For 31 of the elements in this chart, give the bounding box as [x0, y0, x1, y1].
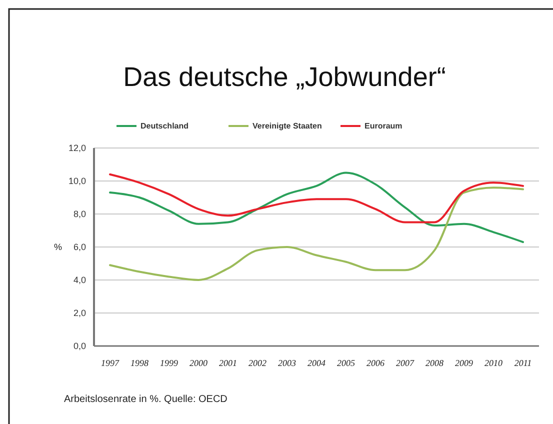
y-tick-label: 2,0	[73, 308, 86, 318]
y-tick-label: 12,0	[68, 142, 86, 153]
x-tick-label: 2008	[426, 358, 444, 368]
y-axis-title: %	[54, 242, 62, 252]
y-tick-label: 10,0	[68, 176, 86, 186]
x-tick-label: 2004	[308, 358, 326, 368]
legend-label: Vereinigte Staaten	[252, 122, 322, 131]
x-tick-label: 2003	[278, 358, 296, 368]
x-tick-label: 2000	[190, 358, 208, 368]
x-tick-label: 2002	[248, 358, 267, 368]
x-tick-label: 2011	[514, 358, 532, 368]
x-tick-label: 2007	[396, 358, 414, 368]
x-tick-label: 2005	[337, 358, 356, 368]
y-tick-label: 8,0	[73, 208, 86, 219]
x-tick-label: 1997	[101, 358, 120, 368]
y-tick-label: 6,0	[73, 242, 86, 252]
legend-label: Deutschland	[140, 122, 189, 131]
line-series	[109, 173, 524, 224]
y-tick-label: 4,0	[73, 274, 86, 285]
x-tick-label: 2001	[219, 358, 237, 368]
x-tick-label: 1998	[130, 358, 149, 368]
y-tick-label: 0,0	[73, 340, 86, 351]
chart-title: Das deutsche „Jobwunder“	[123, 62, 446, 92]
line-series	[109, 172, 524, 244]
x-tick-label: 2006	[366, 358, 385, 368]
x-tick-label: 2009	[455, 358, 474, 368]
legend-label: Euroraum	[364, 122, 402, 131]
x-tick-label: 1999	[160, 358, 178, 368]
x-tick-label: 2010	[484, 358, 503, 368]
text: Arbeitslosenrate in %. Quelle: OECD	[64, 394, 228, 405]
line-series	[109, 186, 524, 281]
